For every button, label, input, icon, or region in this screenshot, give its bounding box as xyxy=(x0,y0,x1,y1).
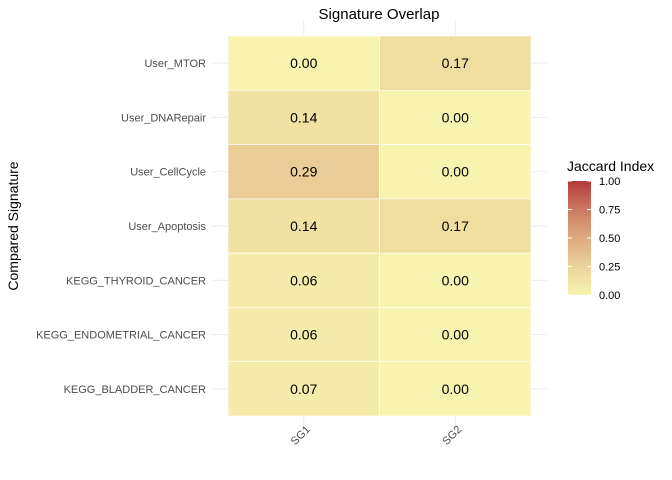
cell-value-label: 0.17 xyxy=(442,55,469,71)
y-tick-label: User_DNARepair xyxy=(121,112,206,124)
chart-title: Signature Overlap xyxy=(319,6,440,23)
cell-value-label: 0.14 xyxy=(290,218,317,234)
heatmap-cell xyxy=(227,252,380,308)
cell-value-label: 0.00 xyxy=(442,381,469,397)
legend-tick-label: 0.50 xyxy=(599,233,620,245)
x-tick-label: SG2 xyxy=(440,424,464,448)
y-axis-label: Compared Signature xyxy=(5,161,21,290)
cell-value-label: 0.06 xyxy=(290,272,317,288)
legend-tick-label: 1.00 xyxy=(599,176,620,188)
y-tick-label: KEGG_BLADDER_CANCER xyxy=(64,384,206,396)
cell-value-label: 0.00 xyxy=(290,55,317,71)
cell-value-label: 0.00 xyxy=(442,109,469,125)
heatmap-cell xyxy=(227,198,380,254)
legend-tick-label: 0.75 xyxy=(599,205,620,217)
legend-tick-label: 0.00 xyxy=(599,290,620,302)
cell-value-label: 0.00 xyxy=(442,164,469,180)
y-tick-label: KEGG_ENDOMETRIAL_CANCER xyxy=(36,330,206,342)
heatmap-cell xyxy=(379,307,532,363)
heatmap-cell xyxy=(379,198,532,254)
heatmap-cell xyxy=(379,361,532,417)
x-tick-labels: SG1 SG2 xyxy=(289,424,465,448)
cell-value-label: 0.00 xyxy=(442,327,469,343)
heatmap-cell xyxy=(379,144,532,200)
legend-tick-label: 0.25 xyxy=(599,262,620,274)
cell-value-label: 0.17 xyxy=(442,218,469,234)
y-tick-labels: User_MTOR User_DNARepair User_CellCycle Use… xyxy=(36,58,206,396)
y-tick-label: User_CellCycle xyxy=(130,167,206,179)
legend-title: Jaccard Index xyxy=(567,158,654,174)
x-tick-label: SG1 xyxy=(289,424,313,448)
cell-value-label: 0.06 xyxy=(290,327,317,343)
legend: Jaccard Index 1.00 0.75 0.50 0.25 0.00 xyxy=(567,158,654,302)
heatmap-cell xyxy=(379,252,532,308)
y-tick-label: KEGG_THYROID_CANCER xyxy=(66,275,206,287)
legend-colorbar xyxy=(568,181,591,295)
cell-value-label: 0.07 xyxy=(290,381,317,397)
y-tick-label: User_MTOR xyxy=(144,58,206,70)
heatmap-cell xyxy=(227,361,380,417)
cell-value-labels: 0.00 0.17 0.14 0.00 0.29 0.00 0.14 0.17 0.06 0.00… xyxy=(290,55,469,397)
y-tick-label: User_Apoptosis xyxy=(128,221,206,233)
cell-value-label: 0.00 xyxy=(442,272,469,288)
legend-ticks: 1.00 0.75 0.50 0.25 0.00 xyxy=(568,176,620,302)
cell-value-label: 0.29 xyxy=(290,164,317,180)
heatmap-cells xyxy=(227,35,532,417)
heatmap-cell xyxy=(227,307,380,363)
cell-value-label: 0.14 xyxy=(290,109,317,125)
